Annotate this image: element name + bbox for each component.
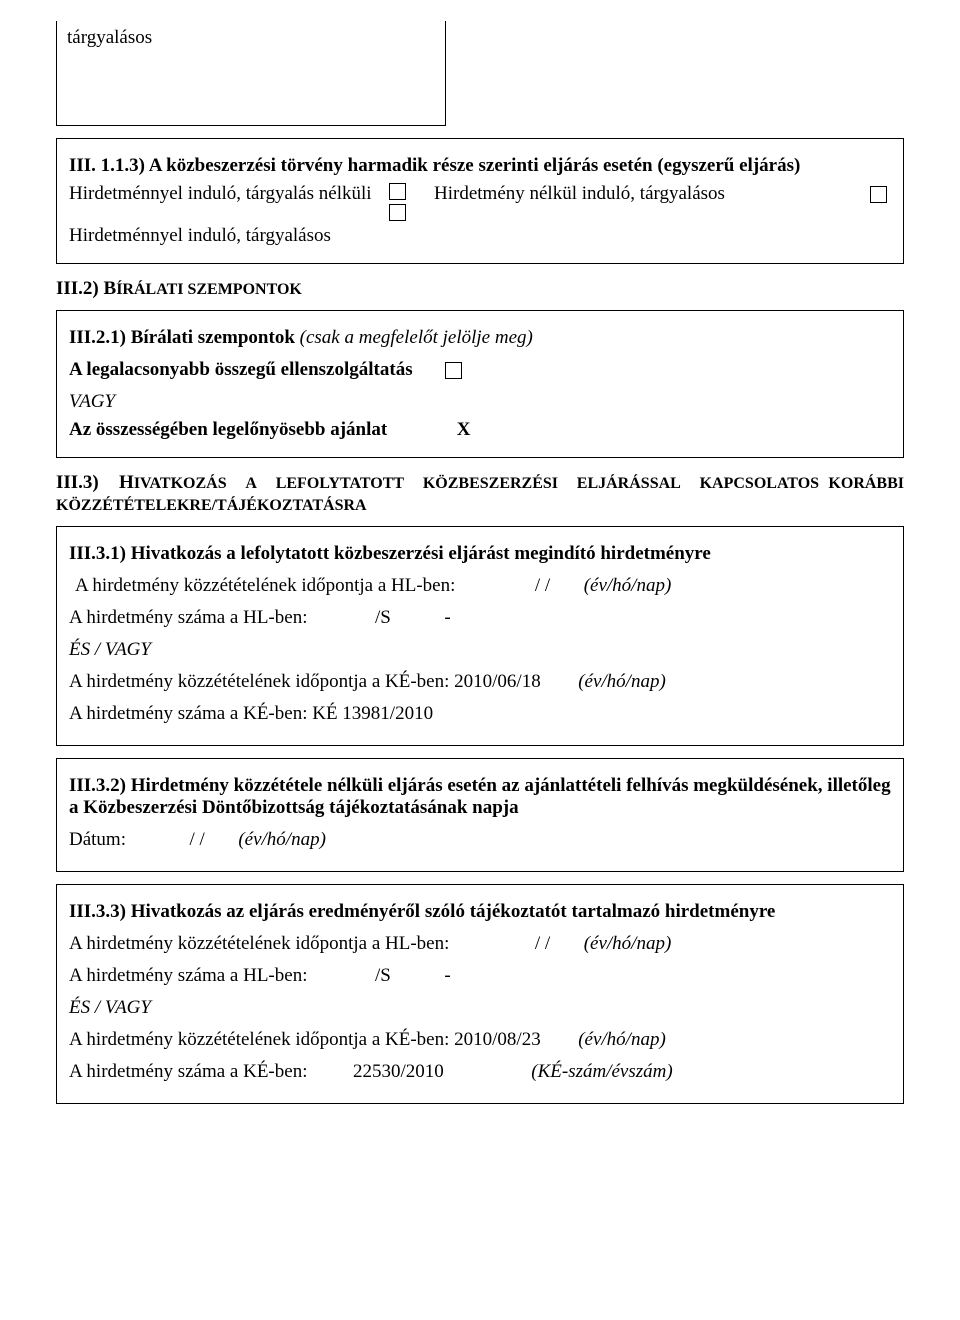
iii-3-3-l3b: (év/hó/nap) bbox=[578, 1029, 666, 1050]
iii-3-2-l1c: (év/hó/nap) bbox=[238, 829, 326, 850]
iii-3-3-title: III.3.3) Hivatkozás az eljárás eredményé… bbox=[69, 901, 891, 923]
iii-3-1-l4: A hirdetmény száma a KÉ-ben: KÉ 13981/20… bbox=[69, 703, 891, 725]
iii-2-1-line1: A legalacsonyabb összegű ellenszolgáltat… bbox=[69, 359, 413, 380]
left-opt-1: Hirdetménnyel induló, tárgyalás nélküli bbox=[69, 183, 379, 205]
iii-3-1-esvagy: ÉS / VAGY bbox=[69, 639, 891, 661]
iii-3-1-title: III.3.1) Hivatkozás a lefolytatott közbe… bbox=[69, 543, 891, 565]
iii-3-3-l3a: A hirdetmény közzétételének időpontja a … bbox=[69, 1029, 541, 1050]
page: tárgyalásos III. 1.1.3) A közbeszerzési … bbox=[0, 0, 960, 1156]
iii-3-3-l1a: A hirdetmény közzétételének időpontja a … bbox=[69, 933, 449, 954]
iii-3-1-l3b: (év/hó/nap) bbox=[578, 671, 666, 692]
iii-3-1-l1b: / / bbox=[535, 575, 550, 596]
iii-2-1-line2: Az összességében legelőnyösebb ajánlat bbox=[69, 419, 387, 440]
checkbox-stack bbox=[385, 183, 410, 221]
iii-3-3-l2b: /S bbox=[375, 965, 391, 986]
section-iii-2-title: III.2) BÍRÁLATI SZEMPONTOK bbox=[56, 278, 904, 300]
top-cell-text: tárgyalásos bbox=[67, 27, 152, 48]
iii-2-1-vagy: VAGY bbox=[69, 391, 891, 413]
iii-3-3-esvagy: ÉS / VAGY bbox=[69, 997, 891, 1019]
box-iii-1-1-3: III. 1.1.3) A közbeszerzési törvény harm… bbox=[56, 138, 904, 264]
checkbox-left-2[interactable] bbox=[389, 204, 406, 221]
right-opt: Hirdetmény nélkül induló, tárgyalásos bbox=[434, 183, 725, 204]
iii-3-3-l1c: (év/hó/nap) bbox=[584, 933, 672, 954]
checkbox-right[interactable] bbox=[870, 186, 887, 203]
checkbox-left-1[interactable] bbox=[389, 183, 406, 200]
iii-3-2-title: III.3.2) Hirdetmény közzététele nélküli … bbox=[69, 775, 891, 819]
iii-2-1-mark: X bbox=[457, 419, 471, 440]
top-cell: tárgyalásos bbox=[56, 21, 446, 126]
iii-3-1-l1a: A hirdetmény közzétételének időpontja a … bbox=[75, 575, 455, 596]
iii-3-3-l4c: (KÉ-szám/évszám) bbox=[531, 1061, 672, 1082]
iii-3-2-l1b: / / bbox=[190, 829, 205, 850]
iii-3-1-l1c: (év/hó/nap) bbox=[584, 575, 672, 596]
iii-3-3-l1b: / / bbox=[535, 933, 550, 954]
box-iii-3-2: III.3.2) Hirdetmény közzététele nélküli … bbox=[56, 758, 904, 872]
iii-3-1-l3a: A hirdetmény közzétételének időpontja a … bbox=[69, 671, 541, 692]
box-iii-3-3: III.3.3) Hivatkozás az eljárás eredményé… bbox=[56, 884, 904, 1104]
iii-3-3-l4a: A hirdetmény száma a KÉ-ben: bbox=[69, 1061, 307, 1082]
checkbox-lowest-price[interactable] bbox=[445, 362, 462, 379]
left-opt-2: Hirdetménnyel induló, tárgyalásos bbox=[69, 225, 891, 247]
box-iii-2-1: III.2.1) Bírálati szempontok (csak a meg… bbox=[56, 310, 904, 458]
heading-iii-1-1-3: III. 1.1.3) A közbeszerzési törvény harm… bbox=[69, 155, 891, 177]
iii-3-1-l2b: /S bbox=[375, 607, 391, 628]
iii-3-1-l2a: A hirdetmény száma a HL-ben: bbox=[69, 607, 307, 628]
iii-3-3-l2c: - bbox=[444, 965, 450, 986]
box-iii-3-1: III.3.1) Hivatkozás a lefolytatott közbe… bbox=[56, 526, 904, 746]
section-iii-3-title: III.3) HIVATKOZÁS A LEFOLYTATOTT KÖZBESZ… bbox=[56, 472, 904, 516]
iii-3-3-l2a: A hirdetmény száma a HL-ben: bbox=[69, 965, 307, 986]
iii-3-2-l1a: Dátum: bbox=[69, 829, 126, 850]
iii-3-3-l4b: 22530/2010 bbox=[353, 1061, 444, 1082]
box-iii-2-1-title-note: (csak a megfelelőt jelölje meg) bbox=[300, 327, 533, 348]
box-iii-2-1-title: III.2.1) Bírálati szempontok bbox=[69, 327, 300, 348]
iii-3-1-l2c: - bbox=[444, 607, 450, 628]
